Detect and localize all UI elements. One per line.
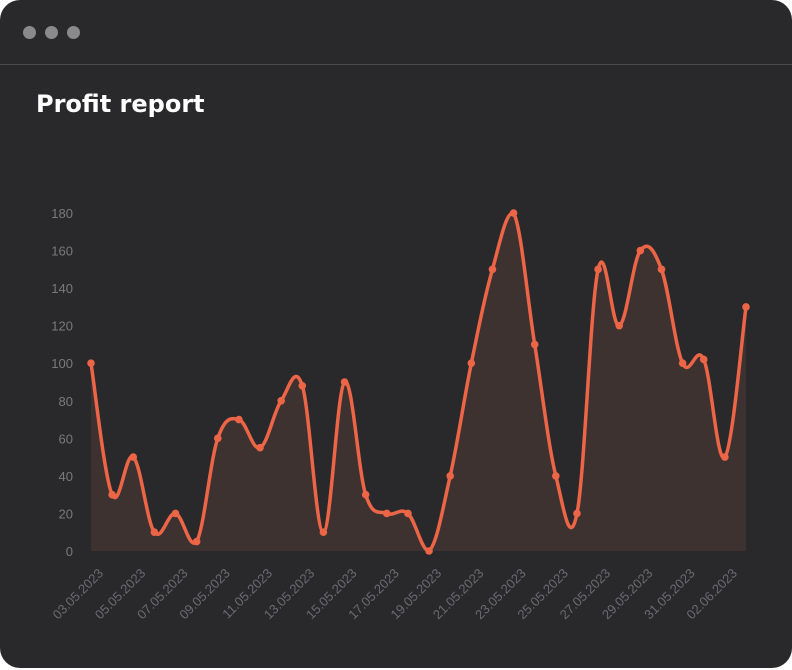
data-point[interactable]	[425, 547, 433, 555]
data-point[interactable]	[383, 509, 391, 518]
data-point[interactable]	[636, 246, 645, 255]
page-title: Profit report	[36, 90, 205, 118]
y-tick-label: 180	[51, 206, 73, 221]
y-tick-label: 140	[51, 281, 73, 296]
data-point[interactable]	[277, 396, 285, 405]
data-point[interactable]	[678, 359, 687, 368]
data-point[interactable]	[87, 359, 95, 368]
data-point[interactable]	[319, 528, 328, 537]
data-point[interactable]	[192, 537, 201, 546]
data-points	[87, 209, 750, 555]
data-point[interactable]	[742, 303, 750, 311]
data-point[interactable]	[530, 340, 539, 349]
data-point[interactable]	[657, 265, 666, 274]
y-tick-label: 100	[51, 356, 73, 371]
y-tick-label: 160	[51, 244, 73, 259]
data-point[interactable]	[404, 509, 412, 518]
data-point[interactable]	[467, 359, 476, 368]
y-tick-label: 120	[51, 319, 73, 334]
data-point[interactable]	[488, 265, 497, 274]
data-point[interactable]	[129, 453, 138, 461]
window-maximize-dot[interactable]	[67, 26, 80, 39]
data-point[interactable]	[171, 509, 180, 518]
data-point[interactable]	[509, 209, 518, 217]
y-tick-label: 60	[59, 431, 73, 446]
data-point[interactable]	[256, 443, 264, 452]
data-point[interactable]	[446, 472, 454, 480]
data-point[interactable]	[235, 415, 243, 424]
data-point[interactable]	[699, 355, 708, 364]
x-axis: 03.05.202305.05.202307.05.202309.05.2023…	[49, 566, 739, 623]
data-point[interactable]	[340, 378, 349, 386]
window-titlebar	[0, 0, 792, 65]
window-close-dot[interactable]	[23, 26, 36, 39]
y-tick-label: 40	[59, 469, 73, 484]
y-tick-label: 80	[59, 394, 73, 409]
data-point[interactable]	[552, 472, 560, 480]
window-minimize-dot[interactable]	[45, 26, 58, 39]
profit-area	[91, 212, 746, 551]
data-point[interactable]	[213, 434, 222, 443]
y-tick-label: 20	[59, 506, 73, 521]
data-point[interactable]	[361, 490, 370, 499]
data-point[interactable]	[594, 265, 602, 274]
data-point[interactable]	[615, 321, 624, 330]
y-axis: 0 20 40 60 80 100 120 140 160 180	[51, 206, 73, 559]
data-point[interactable]	[298, 381, 307, 390]
data-point[interactable]	[150, 528, 159, 537]
data-point[interactable]	[108, 490, 116, 499]
y-tick-label: 0	[66, 544, 73, 559]
data-point[interactable]	[721, 453, 729, 461]
data-point[interactable]	[573, 509, 581, 518]
